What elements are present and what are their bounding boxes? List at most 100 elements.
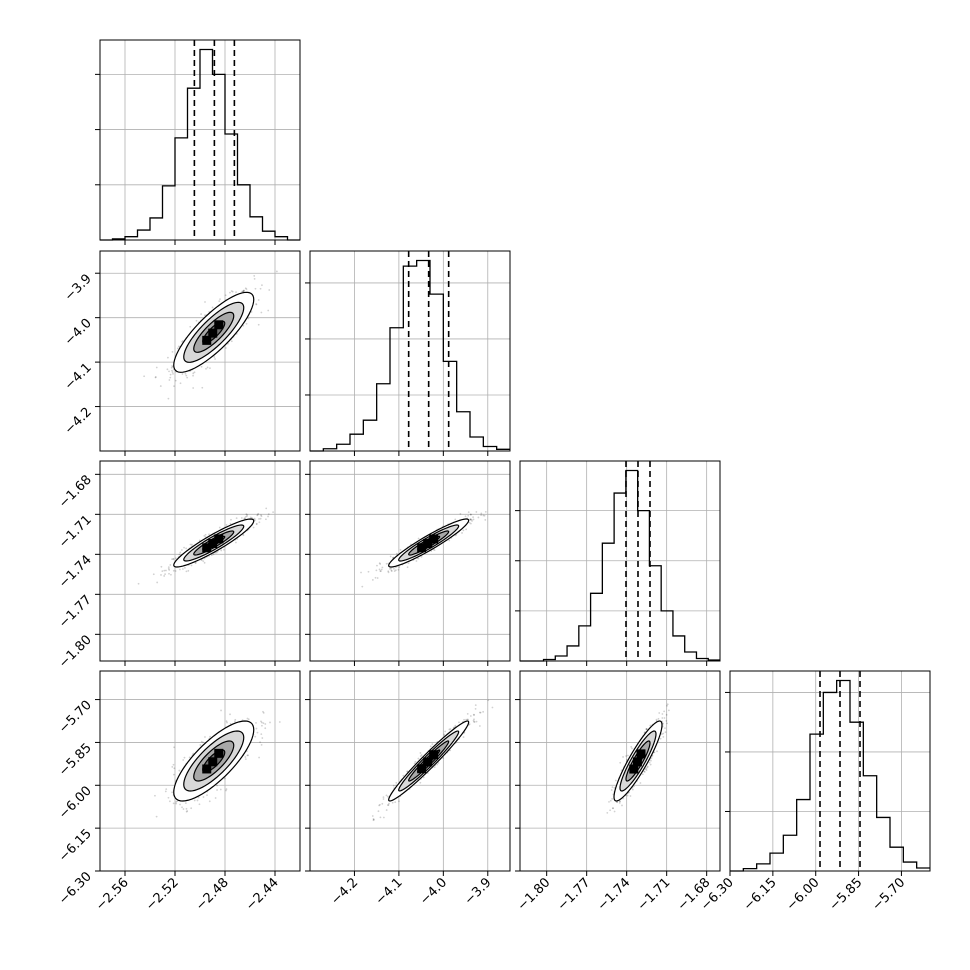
sample-point bbox=[187, 569, 190, 572]
sample-point bbox=[256, 514, 259, 517]
panel-frame bbox=[309, 670, 511, 872]
sample-point bbox=[230, 340, 233, 343]
sample-point bbox=[254, 519, 256, 522]
sample-point bbox=[206, 794, 208, 797]
sample-point bbox=[626, 794, 629, 797]
sample-point bbox=[382, 816, 385, 819]
panel-frame bbox=[519, 460, 721, 662]
sample-point bbox=[257, 299, 260, 301]
x-tick-label: −6.15 bbox=[741, 875, 780, 914]
sample-point bbox=[422, 776, 425, 779]
sample-point bbox=[154, 376, 157, 379]
sample-point bbox=[406, 770, 409, 773]
sample-point bbox=[262, 710, 264, 713]
x-tick-label: −1.77 bbox=[555, 875, 594, 914]
sample-point bbox=[643, 770, 646, 773]
sample-point bbox=[449, 728, 452, 730]
sample-point bbox=[173, 385, 175, 388]
sample-point bbox=[629, 795, 632, 797]
sample-point bbox=[387, 571, 390, 574]
sample-point bbox=[171, 558, 173, 561]
sample-point bbox=[200, 365, 203, 368]
sample-point bbox=[482, 710, 485, 713]
sample-point bbox=[204, 301, 206, 303]
density-peak bbox=[423, 539, 433, 549]
sample-point bbox=[639, 782, 642, 784]
sample-point bbox=[242, 289, 245, 292]
sample-point bbox=[172, 569, 175, 572]
sample-point bbox=[374, 576, 377, 579]
sample-point bbox=[472, 516, 475, 519]
sample-point bbox=[417, 757, 420, 760]
density-peak bbox=[214, 320, 224, 330]
sample-point bbox=[644, 768, 647, 771]
sample-point bbox=[419, 752, 422, 754]
density-peak bbox=[202, 764, 212, 774]
sample-point bbox=[663, 717, 666, 719]
sample-point bbox=[661, 717, 664, 719]
sample-point bbox=[393, 570, 396, 572]
sample-point bbox=[609, 809, 612, 812]
sample-point bbox=[234, 718, 237, 721]
sample-point bbox=[395, 782, 398, 784]
sample-point bbox=[202, 741, 204, 744]
sample-point bbox=[380, 568, 383, 571]
sample-point bbox=[381, 566, 384, 569]
sample-point bbox=[484, 519, 487, 521]
sample-point bbox=[394, 569, 397, 572]
sample-point bbox=[387, 570, 390, 573]
x-tick-label: −1.80 bbox=[515, 875, 554, 914]
sample-point bbox=[175, 802, 178, 805]
sample-point bbox=[210, 554, 213, 557]
sample-point bbox=[156, 581, 159, 584]
sample-point bbox=[233, 720, 236, 723]
x-tick-label: −3.9 bbox=[462, 875, 495, 908]
sample-point bbox=[245, 513, 248, 516]
sample-point bbox=[385, 562, 388, 565]
y-tick-label: −1.74 bbox=[56, 553, 95, 592]
sample-point bbox=[195, 319, 198, 322]
sample-point bbox=[191, 543, 193, 546]
x-tick-label: −1.74 bbox=[595, 875, 634, 914]
sample-point bbox=[185, 807, 188, 810]
sample-point bbox=[413, 762, 416, 765]
sample-point bbox=[469, 513, 472, 516]
sample-point bbox=[472, 719, 475, 722]
sample-point bbox=[470, 518, 473, 521]
sample-point bbox=[473, 721, 476, 723]
sample-point bbox=[242, 534, 245, 537]
sample-point bbox=[275, 270, 278, 273]
sample-point bbox=[246, 754, 249, 757]
sample-point bbox=[258, 521, 261, 524]
x-tick-label: −2.56 bbox=[93, 875, 132, 914]
x-tick-label: −2.48 bbox=[193, 875, 232, 914]
sample-point bbox=[268, 289, 271, 291]
sample-point bbox=[462, 529, 465, 532]
sample-point bbox=[467, 514, 470, 517]
sample-point bbox=[183, 756, 186, 759]
sample-point bbox=[175, 801, 178, 803]
density-peak bbox=[208, 328, 218, 338]
sample-point bbox=[395, 552, 398, 555]
sample-point bbox=[256, 513, 259, 516]
sample-point bbox=[436, 763, 439, 766]
sample-point bbox=[444, 730, 447, 733]
sample-point bbox=[454, 534, 457, 537]
sample-point bbox=[648, 761, 651, 764]
sample-point bbox=[402, 774, 405, 777]
sample-point bbox=[152, 573, 155, 576]
sample-point bbox=[415, 560, 418, 562]
sample-point bbox=[181, 340, 183, 343]
density-peak bbox=[214, 534, 224, 544]
x-tick-label: −2.44 bbox=[243, 875, 282, 914]
sample-point bbox=[167, 566, 170, 569]
sample-point bbox=[257, 512, 260, 515]
sample-point bbox=[467, 511, 470, 514]
histogram-0 bbox=[100, 48, 300, 241]
sample-point bbox=[645, 767, 648, 770]
y-tick-label: −4.1 bbox=[62, 360, 95, 393]
sample-point bbox=[163, 575, 166, 577]
panel-frame bbox=[99, 250, 301, 452]
sample-point bbox=[235, 517, 238, 520]
